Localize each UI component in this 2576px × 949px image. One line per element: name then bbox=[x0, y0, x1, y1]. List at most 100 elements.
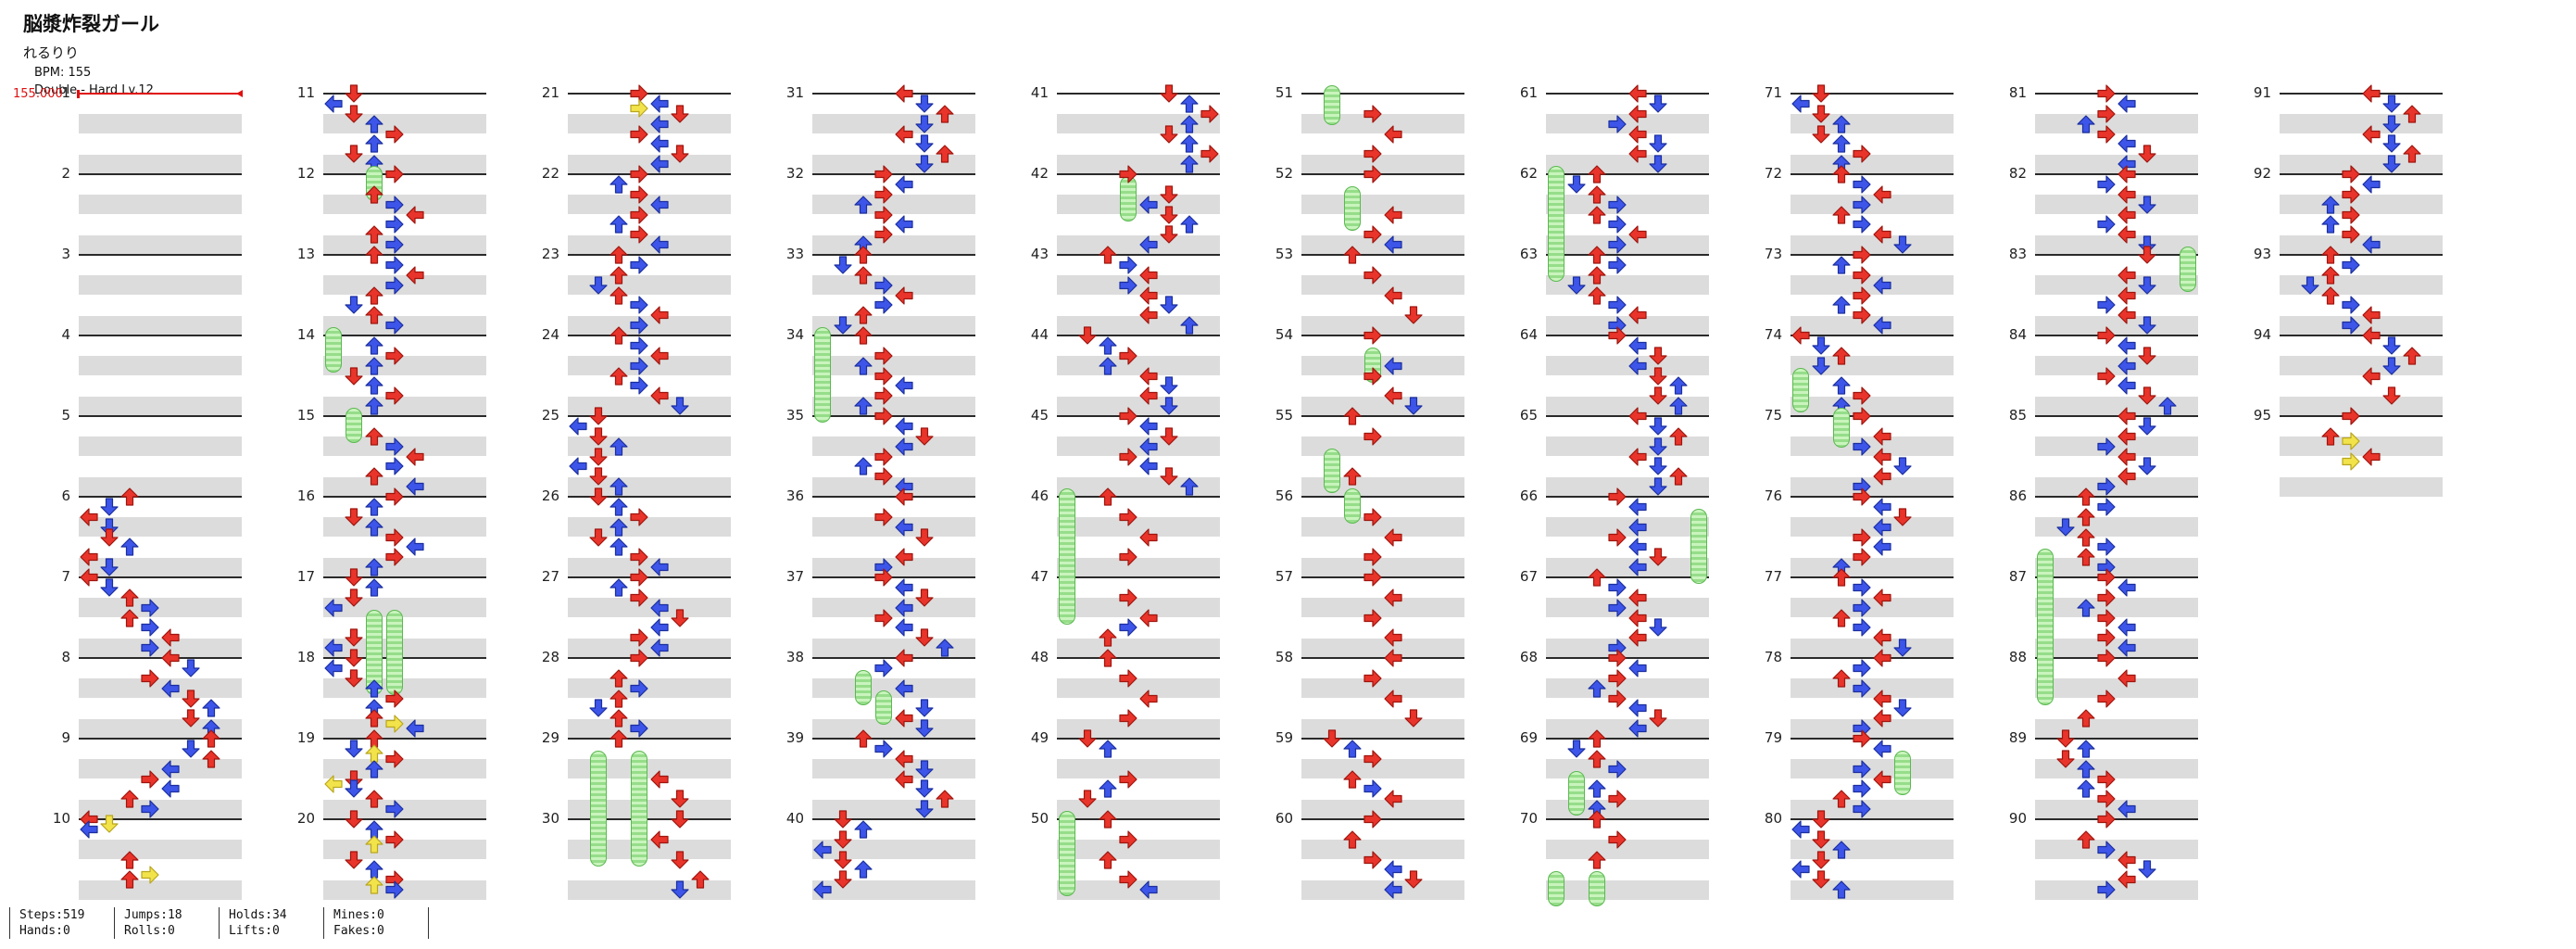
measure-line bbox=[1546, 93, 1709, 95]
measure-number: 50 bbox=[1030, 810, 1049, 828]
beat-band bbox=[1057, 678, 1220, 698]
tap-note bbox=[1649, 155, 1667, 173]
up-arrow-icon bbox=[1832, 347, 1851, 365]
down-arrow-icon bbox=[1812, 105, 1830, 123]
beat-band bbox=[1057, 879, 1220, 900]
tap-note bbox=[2097, 215, 2116, 234]
left-arrow-icon bbox=[1628, 558, 1647, 576]
tap-note bbox=[2117, 800, 2136, 818]
beat-band bbox=[323, 840, 486, 859]
tap-note bbox=[915, 95, 934, 113]
tap-note bbox=[406, 477, 424, 496]
down-arrow-icon bbox=[2056, 518, 2075, 537]
tap-note bbox=[895, 578, 913, 597]
beat-band bbox=[1791, 517, 1954, 537]
left-arrow-icon bbox=[895, 376, 913, 395]
measure-number: 94 bbox=[2253, 326, 2271, 344]
tap-note bbox=[80, 508, 98, 526]
measure: 10 bbox=[53, 810, 242, 900]
beat-band bbox=[1791, 114, 1954, 133]
tap-note bbox=[385, 215, 404, 234]
measure-line bbox=[79, 415, 242, 417]
down-arrow-icon bbox=[1160, 185, 1178, 204]
beat-band bbox=[568, 759, 731, 778]
tap-note bbox=[2342, 165, 2360, 183]
measure: 8 bbox=[61, 649, 242, 739]
tap-note bbox=[1363, 548, 1382, 566]
beat-band bbox=[1791, 396, 1954, 416]
down-arrow-icon bbox=[2382, 95, 2401, 113]
right-arrow-icon bbox=[1853, 729, 1871, 748]
tap-note bbox=[1160, 84, 1178, 103]
tap-note bbox=[2117, 870, 2136, 889]
measure: 86 bbox=[2009, 487, 2198, 577]
tap-note bbox=[1363, 105, 1382, 123]
measure: 27 bbox=[542, 568, 731, 658]
down-arrow-icon bbox=[2138, 196, 2156, 214]
tap-note bbox=[1343, 769, 1362, 789]
tap-note bbox=[609, 175, 628, 194]
tap-note bbox=[1791, 820, 1810, 839]
measure-number: 79 bbox=[1764, 729, 1782, 747]
tap-note bbox=[630, 628, 648, 647]
beat-band bbox=[2035, 396, 2198, 416]
right-arrow-icon bbox=[1363, 105, 1382, 123]
tap-note bbox=[1649, 386, 1667, 405]
left-arrow-icon bbox=[1873, 740, 1891, 758]
left-arrow-icon bbox=[1628, 336, 1647, 355]
left-arrow-icon bbox=[2362, 366, 2381, 386]
up-arrow-icon bbox=[1588, 679, 1606, 698]
measure-number: 28 bbox=[541, 649, 559, 666]
beat-band bbox=[79, 759, 242, 778]
right-arrow-icon bbox=[2097, 880, 2116, 899]
tap-note bbox=[630, 336, 648, 355]
tap-note bbox=[1628, 336, 1647, 355]
tap-note bbox=[1669, 467, 1688, 486]
measure-number: 8 bbox=[61, 649, 70, 666]
tap-note bbox=[1099, 628, 1117, 647]
left-arrow-icon bbox=[324, 95, 343, 113]
tap-note bbox=[915, 427, 934, 446]
measure: 54 bbox=[1275, 326, 1464, 416]
beat-band bbox=[323, 275, 486, 295]
up-arrow-icon bbox=[1588, 246, 1606, 264]
tap-note bbox=[2138, 347, 2156, 365]
beat-band bbox=[1057, 396, 1220, 416]
beat-band bbox=[1791, 759, 1954, 778]
tap-note bbox=[1384, 860, 1402, 879]
right-arrow-icon bbox=[1119, 618, 1137, 637]
right-arrow-icon bbox=[1363, 750, 1382, 768]
measure-line bbox=[1057, 254, 1220, 256]
left-arrow-icon bbox=[895, 679, 913, 698]
measure: 29 bbox=[542, 729, 731, 819]
tap-note bbox=[609, 266, 628, 285]
tap-note bbox=[2158, 397, 2177, 415]
measure-line bbox=[1057, 657, 1220, 659]
stat-steps: Steps:519 bbox=[19, 908, 85, 922]
down-arrow-icon bbox=[2138, 316, 2156, 335]
right-arrow-icon bbox=[874, 296, 893, 314]
tap-note bbox=[1567, 740, 1586, 758]
beat-band bbox=[1301, 879, 1464, 900]
tap-note bbox=[1853, 407, 1871, 425]
right-arrow-icon bbox=[1608, 689, 1627, 708]
beat-band bbox=[1791, 275, 1954, 295]
left-arrow-icon bbox=[80, 568, 98, 587]
measure-number: 17 bbox=[296, 568, 315, 586]
measure-number: 83 bbox=[2008, 246, 2027, 263]
tap-note bbox=[1139, 437, 1158, 456]
up-arrow-icon bbox=[1669, 397, 1688, 415]
up-arrow-icon bbox=[2077, 508, 2095, 526]
up-arrow-icon bbox=[365, 679, 383, 698]
beat-band bbox=[2035, 356, 2198, 375]
tap-note bbox=[1363, 608, 1382, 627]
right-arrow-icon bbox=[2342, 165, 2360, 183]
measure: 5 bbox=[61, 407, 242, 497]
left-arrow-icon bbox=[1791, 326, 1810, 345]
up-arrow-icon bbox=[854, 196, 873, 214]
measure-line bbox=[323, 657, 486, 659]
tap-note bbox=[650, 618, 669, 637]
measure-number: 68 bbox=[1519, 649, 1538, 666]
measure: 41 bbox=[1031, 84, 1220, 174]
hold-note bbox=[346, 408, 362, 443]
